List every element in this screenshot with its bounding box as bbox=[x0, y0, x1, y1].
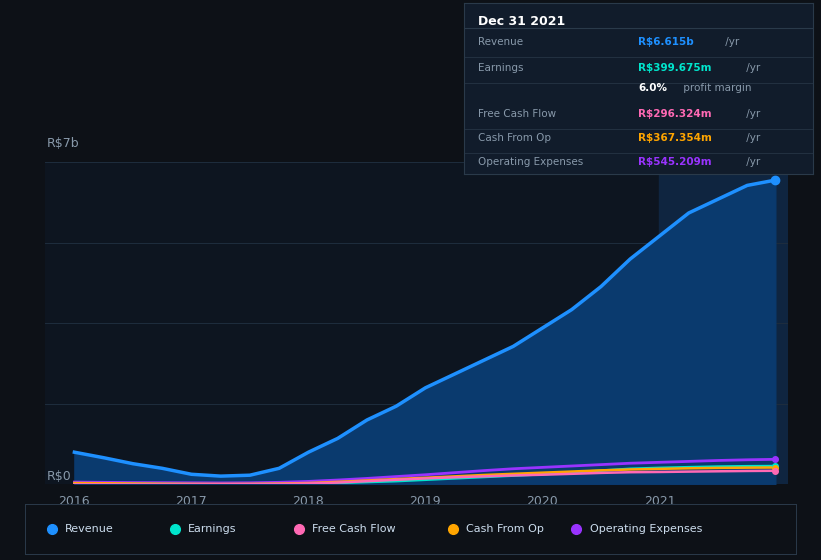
Text: profit margin: profit margin bbox=[680, 83, 752, 93]
Text: Cash From Op: Cash From Op bbox=[466, 524, 544, 534]
Text: R$399.675m: R$399.675m bbox=[639, 63, 712, 73]
Text: R$367.354m: R$367.354m bbox=[639, 133, 712, 143]
Text: R$7b: R$7b bbox=[47, 137, 80, 150]
Text: /yr: /yr bbox=[743, 133, 760, 143]
Text: Earnings: Earnings bbox=[188, 524, 236, 534]
Text: /yr: /yr bbox=[743, 109, 760, 119]
Text: Operating Expenses: Operating Expenses bbox=[478, 157, 583, 167]
Text: /yr: /yr bbox=[743, 157, 760, 167]
Text: R$6.615b: R$6.615b bbox=[639, 37, 694, 47]
Text: Dec 31 2021: Dec 31 2021 bbox=[478, 15, 565, 28]
Text: Free Cash Flow: Free Cash Flow bbox=[478, 109, 556, 119]
Text: Earnings: Earnings bbox=[478, 63, 523, 73]
Text: /yr: /yr bbox=[743, 63, 760, 73]
Text: /yr: /yr bbox=[722, 37, 740, 47]
Text: Revenue: Revenue bbox=[478, 37, 523, 47]
Text: Cash From Op: Cash From Op bbox=[478, 133, 551, 143]
Text: Revenue: Revenue bbox=[65, 524, 113, 534]
Text: R$545.209m: R$545.209m bbox=[639, 157, 712, 167]
Text: 6.0%: 6.0% bbox=[639, 83, 667, 93]
Bar bbox=[659, 162, 788, 484]
Text: Free Cash Flow: Free Cash Flow bbox=[312, 524, 396, 534]
Text: Operating Expenses: Operating Expenses bbox=[589, 524, 702, 534]
Text: R$0: R$0 bbox=[47, 470, 71, 483]
Text: R$296.324m: R$296.324m bbox=[639, 109, 712, 119]
